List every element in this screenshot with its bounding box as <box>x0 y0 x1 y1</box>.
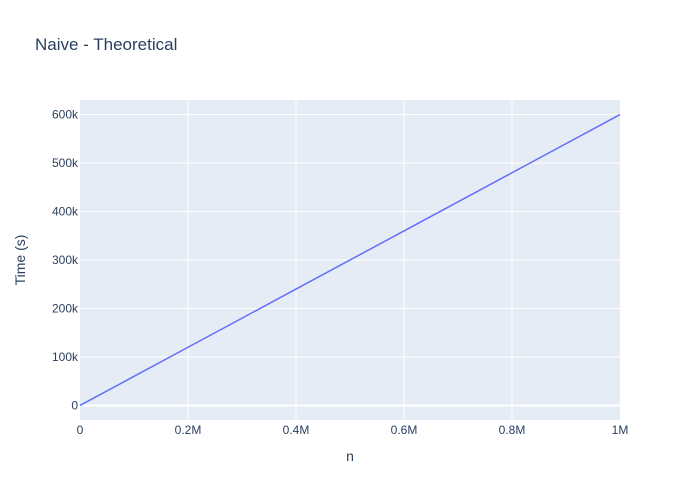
x-tick-label: 0.8M <box>499 423 526 437</box>
y-tick-label: 0 <box>71 398 78 412</box>
y-tick-labels: 0 100k 200k 300k 400k 500k 600k <box>52 108 79 413</box>
x-tick-label: 0.6M <box>391 423 418 437</box>
x-axis-title: n <box>346 448 354 464</box>
y-tick-label: 300k <box>52 253 79 267</box>
series-layer <box>79 113 621 407</box>
x-tick-labels: 0 0.2M 0.4M 0.6M 0.8M 1M <box>77 423 629 437</box>
y-tick-label: 600k <box>52 108 79 122</box>
x-tick-label: 1M <box>612 423 629 437</box>
series-line <box>79 113 621 407</box>
y-tick-label: 100k <box>52 350 79 364</box>
x-tick-label: 0.2M <box>175 423 202 437</box>
y-tick-label: 200k <box>52 301 79 315</box>
y-tick-label: 400k <box>52 205 79 219</box>
chart-title: Naive - Theoretical <box>35 35 177 54</box>
y-tick-label: 500k <box>52 156 79 170</box>
x-tick-label: 0 <box>77 423 84 437</box>
x-tick-label: 0.4M <box>283 423 310 437</box>
y-axis-title: Time (s) <box>12 235 28 286</box>
